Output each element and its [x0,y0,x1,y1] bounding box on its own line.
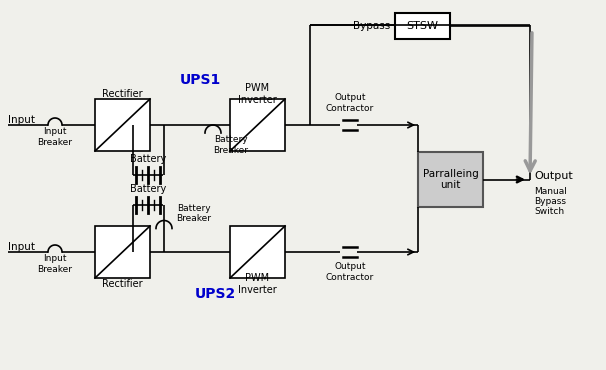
Text: Input
Breaker: Input Breaker [38,127,73,147]
Text: Bypass: Bypass [353,21,390,31]
Text: Output
Contractor: Output Contractor [326,262,374,282]
Bar [418,152,483,207]
Bar [95,226,150,278]
Text: Input: Input [8,115,35,125]
Text: Battery
Breaker: Battery Breaker [176,204,211,223]
Text: Input: Input [8,242,35,252]
Text: UPS2: UPS2 [195,287,236,301]
Text: Output: Output [534,171,573,181]
Text: PWM
Inverter: PWM Inverter [238,273,277,295]
Bar [95,99,150,151]
Text: Manual
Bypass
Switch: Manual Bypass Switch [534,186,567,216]
Bar [230,226,285,278]
Text: Rectifier: Rectifier [102,89,143,99]
Text: Input
Breaker: Input Breaker [38,254,73,274]
Text: Parralleing
unit: Parralleing unit [422,169,478,190]
Text: Battery
Breaker: Battery Breaker [213,135,248,155]
Bar [395,13,450,39]
Text: STSW: STSW [407,21,439,31]
Text: Battery: Battery [130,184,166,194]
Text: Battery: Battery [130,154,166,164]
Text: UPS1: UPS1 [179,73,221,87]
Text: Output
Contractor: Output Contractor [326,93,374,113]
Text: PWM
Inverter: PWM Inverter [238,83,277,105]
Text: Rectifier: Rectifier [102,279,143,289]
Bar [230,99,285,151]
